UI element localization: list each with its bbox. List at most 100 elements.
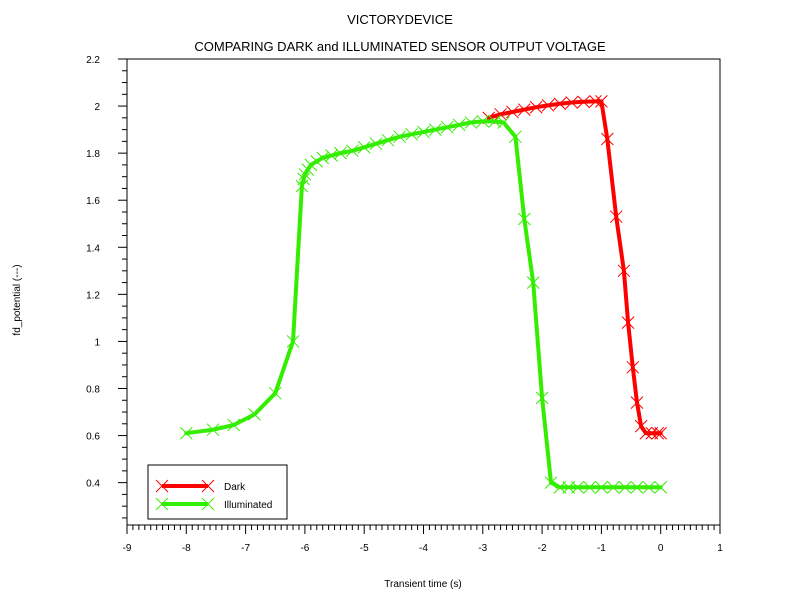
data-point (571, 480, 585, 494)
marker-stroke (206, 423, 220, 437)
marker-stroke (464, 116, 478, 129)
data-point (529, 100, 543, 114)
marker-stroke (529, 100, 543, 114)
data-point (286, 335, 300, 348)
data-point (526, 276, 540, 289)
data-point (595, 95, 608, 108)
marker-stroke (577, 95, 590, 109)
marker-stroke (595, 95, 608, 108)
marker-stroke (639, 426, 653, 440)
series-line-illuminated (184, 119, 663, 490)
y-tick-label: 1.2 (86, 290, 100, 301)
data-point (369, 137, 383, 151)
data-point (577, 95, 590, 109)
marker-stroke (405, 127, 418, 141)
marker-stroke (645, 426, 659, 440)
marker-stroke (642, 480, 656, 494)
data-point (393, 130, 407, 144)
marker-stroke (393, 130, 407, 144)
marker-stroke (654, 480, 668, 494)
y-axis-label: fd_potential (---) (12, 264, 23, 335)
marker-stroke (562, 480, 576, 494)
data-point (645, 426, 659, 440)
y-tick-label: 1 (94, 337, 100, 348)
data-point (345, 144, 359, 158)
data-point (295, 179, 309, 193)
marker-stroke (618, 480, 632, 494)
marker-stroke (381, 133, 395, 147)
y-tick-label: 2 (94, 102, 100, 113)
marker-stroke (357, 140, 371, 154)
y-tick-label: 1.4 (86, 243, 100, 254)
marker-stroke (589, 95, 602, 108)
legend-marker (201, 479, 215, 493)
marker-stroke (248, 408, 261, 421)
marker-stroke (565, 96, 579, 109)
marker-stroke (509, 130, 522, 144)
data-point (440, 120, 454, 134)
data-point (654, 426, 668, 440)
data-point (464, 116, 478, 129)
marker-stroke (497, 116, 510, 129)
data-point (642, 480, 656, 494)
data-point (509, 130, 522, 144)
data-point (310, 155, 324, 168)
marker-stroke (553, 480, 567, 494)
marker-stroke (506, 105, 519, 119)
data-point (535, 391, 549, 405)
data-point (618, 480, 632, 494)
x-tick-label: -4 (419, 543, 428, 554)
marker-stroke (155, 497, 169, 511)
marker-stroke (517, 212, 531, 226)
x-tick-label: -9 (123, 543, 132, 554)
marker-stroke (325, 149, 338, 162)
marker-stroke (201, 479, 215, 493)
data-point (429, 123, 442, 136)
data-point (417, 125, 430, 139)
data-point (609, 210, 623, 224)
marker-stroke (535, 391, 549, 405)
data-point (405, 127, 418, 141)
data-point (589, 95, 602, 108)
marker-stroke (417, 125, 430, 139)
marker-stroke (452, 118, 466, 132)
data-point (654, 480, 668, 494)
data-point (334, 146, 347, 160)
data-point (494, 107, 507, 121)
marker-stroke (494, 107, 507, 121)
y-tick-label: 0.4 (86, 479, 100, 490)
data-point (626, 360, 640, 374)
series-illuminated (179, 115, 668, 494)
marker-stroke (316, 151, 330, 165)
data-point (304, 158, 318, 172)
marker-stroke (544, 476, 558, 489)
marker-stroke (630, 480, 644, 494)
x-tick-label: -6 (300, 543, 309, 554)
plot-area-frame (126, 58, 721, 526)
marker-stroke (634, 419, 648, 433)
data-point (316, 151, 330, 165)
marker-stroke (571, 480, 585, 494)
marker-stroke (553, 97, 567, 111)
marker-stroke (626, 360, 640, 374)
legend-marker (155, 497, 169, 511)
chart-subtitle: COMPARING DARK and ILLUMINATED SENSOR OU… (194, 39, 606, 54)
marker-stroke (526, 276, 540, 289)
marker-stroke (617, 264, 631, 278)
series-dark (482, 95, 668, 440)
marker-stroke (369, 137, 383, 151)
x-axis-label: Transient time (s) (384, 579, 461, 590)
marker-stroke (621, 316, 635, 329)
marker-stroke (651, 426, 665, 440)
x-tick-label: -1 (597, 543, 606, 554)
y-tick-label: 0.6 (86, 432, 100, 443)
series-layer (179, 95, 668, 494)
data-point (630, 396, 644, 409)
data-point (517, 212, 531, 226)
data-point (227, 418, 241, 432)
marker-stroke (609, 210, 623, 224)
marker-stroke (295, 179, 309, 193)
x-tick-label: 1 (717, 543, 723, 554)
marker-stroke (440, 120, 454, 134)
marker-stroke (429, 123, 442, 136)
